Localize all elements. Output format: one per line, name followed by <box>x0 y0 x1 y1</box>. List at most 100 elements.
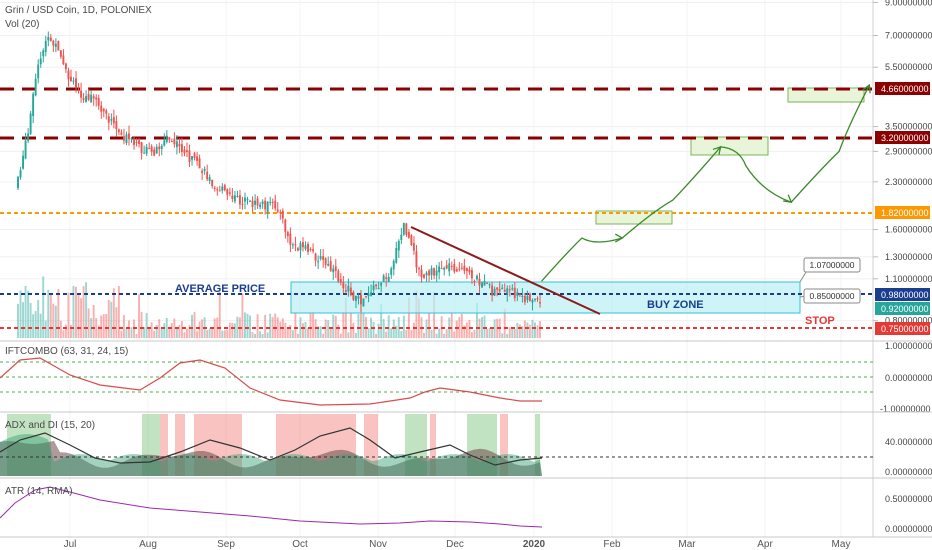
candle-body <box>92 96 95 99</box>
candle-body <box>410 235 413 245</box>
volume-bar <box>473 329 476 338</box>
volume-bar <box>349 312 352 338</box>
volume-label: Vol (20) <box>5 19 39 30</box>
candle-body <box>450 265 453 267</box>
candle-body <box>488 284 491 286</box>
adx-pane: ADX and DI (15, 20) 40.00000000 0.000000… <box>0 411 932 477</box>
candle-body <box>254 200 257 205</box>
volume-bar <box>102 314 105 338</box>
volume-bar <box>342 313 345 338</box>
candle-body <box>513 287 516 299</box>
volume-bar <box>145 313 148 338</box>
candle-body <box>289 233 292 245</box>
candle-body <box>362 298 365 307</box>
candle-body <box>332 268 335 273</box>
candle-body <box>203 168 206 171</box>
candle-body <box>286 232 289 237</box>
candle-body <box>382 275 385 282</box>
candle-body <box>173 138 176 145</box>
volume-bar <box>377 323 380 338</box>
volume-bar <box>332 314 335 338</box>
volume-bar <box>382 319 385 338</box>
volume-bar <box>433 291 436 338</box>
candle-body <box>334 266 337 271</box>
candle-body <box>186 150 188 153</box>
volume-bar <box>289 325 292 338</box>
buy-zone-box <box>290 281 801 314</box>
candle-body <box>122 136 125 141</box>
adx-band <box>535 414 540 476</box>
candle-body <box>531 300 534 303</box>
candle-body <box>259 204 262 208</box>
candle-body <box>329 261 332 271</box>
callout-high-box <box>803 257 861 273</box>
candle-body <box>112 117 115 124</box>
volume-bar <box>443 333 446 338</box>
candle-body <box>468 269 471 273</box>
candle-body <box>153 149 156 156</box>
volume-bar <box>233 323 236 338</box>
volume-bar <box>357 314 360 338</box>
candle-body <box>534 299 536 301</box>
volume-bar <box>17 303 19 338</box>
volume-bar <box>402 315 405 338</box>
volume-bar <box>536 325 539 338</box>
candle-body <box>465 267 468 272</box>
candle-body <box>236 196 239 198</box>
candle-body <box>148 148 151 150</box>
volume-bar <box>135 333 138 338</box>
candle-body <box>241 203 244 205</box>
level-tag-bg-0-75 <box>875 322 930 335</box>
candle-body <box>508 289 511 291</box>
time-axis[interactable]: Jul Aug Sep Oct Nov Dec 2020 Feb Mar Apr… <box>0 536 932 550</box>
volume-bar <box>39 313 42 338</box>
candle-body <box>433 268 436 276</box>
volume-bar <box>397 317 400 338</box>
volume-bar <box>165 317 168 338</box>
candle-body <box>438 266 441 273</box>
candle-body <box>24 140 27 159</box>
candle-body <box>279 212 282 214</box>
volume-bar <box>246 313 249 338</box>
trend-line <box>410 226 601 315</box>
volume-bar <box>354 332 357 338</box>
candle-body <box>511 288 514 290</box>
ift-line <box>0 357 542 406</box>
candle-body <box>302 242 304 248</box>
candle-body <box>49 37 52 41</box>
volume-bar <box>347 332 350 338</box>
volume-bar <box>54 305 57 338</box>
volume-bar <box>70 325 72 338</box>
candle-body <box>405 223 408 235</box>
price-axis[interactable]: 9.00000000 7.00000000 5.50000000 3.50000000… <box>872 0 932 537</box>
atr-tick-0: 0.00000000 <box>885 524 932 534</box>
volume-bar <box>337 324 340 338</box>
price-tick-label: 1.30000000 <box>885 252 932 262</box>
volume-bar <box>329 328 332 338</box>
volume-bar <box>271 317 274 338</box>
candle-body <box>435 270 438 276</box>
volume-bar <box>264 314 267 338</box>
volume-bar <box>460 313 463 338</box>
candle-body <box>481 282 483 288</box>
candle-body <box>264 200 267 210</box>
candle-body <box>420 269 423 278</box>
volume-bar <box>47 289 50 338</box>
volume-bar <box>450 313 453 338</box>
candle-body <box>392 261 395 270</box>
time-label-may: May <box>832 539 851 550</box>
volume-bar <box>387 315 390 338</box>
candle-body <box>266 201 269 213</box>
volume-bar <box>226 330 229 338</box>
volume-bar <box>360 299 362 338</box>
average-price-label: AVERAGE PRICE <box>175 283 265 295</box>
volume-bar <box>221 330 224 338</box>
volume-bar <box>120 330 123 338</box>
volume-bar <box>148 328 151 338</box>
stop-label: STOP <box>805 315 835 327</box>
volume-bar <box>284 322 287 338</box>
candle-body <box>400 234 403 241</box>
volume-bar <box>463 325 466 338</box>
volume-bar <box>486 329 489 338</box>
volume-bar <box>130 327 133 338</box>
